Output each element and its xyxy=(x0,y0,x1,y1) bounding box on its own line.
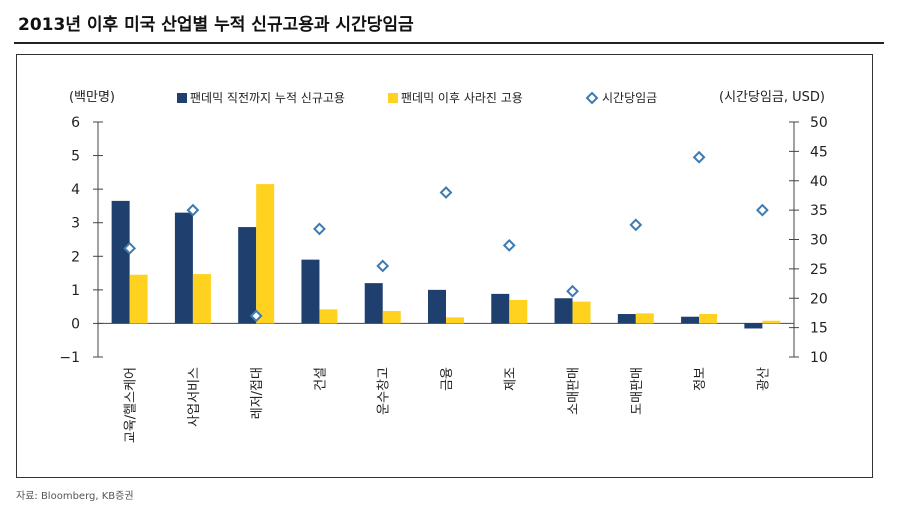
right-tick-label: 40 xyxy=(810,174,828,190)
bar-series1 xyxy=(301,259,320,324)
bar-series1 xyxy=(174,212,193,324)
category-label: 소매판매 xyxy=(567,367,582,415)
left-axis-label: (백만명) xyxy=(69,90,115,105)
legend-swatch-series1 xyxy=(177,93,187,103)
category-label: 교육/헬스케어 xyxy=(124,367,139,443)
wage-marker xyxy=(313,222,326,236)
legend-diamond-icon xyxy=(585,91,599,105)
bar-series1 xyxy=(238,227,257,324)
category-label: 금융 xyxy=(440,367,455,391)
wage-marker xyxy=(692,150,706,164)
bar-series2 xyxy=(319,309,338,324)
bar-series2 xyxy=(635,313,654,324)
category-label: 광산 xyxy=(756,367,771,391)
right-tick-label: 35 xyxy=(810,203,828,219)
wage-marker xyxy=(755,203,769,217)
bar-series2 xyxy=(382,311,401,324)
right-tick-label: 50 xyxy=(810,115,828,131)
legend-label-series2: 팬데믹 이후 사라진 고용 xyxy=(401,91,523,105)
wage-marker xyxy=(376,259,390,273)
legend: 팬데믹 직전까지 누적 신규고용 팬데믹 이후 사라진 고용 시간당임금 xyxy=(177,91,657,105)
right-tick-label: 20 xyxy=(810,291,828,307)
right-tick-label: 30 xyxy=(810,233,828,249)
bar-series2 xyxy=(256,184,275,324)
bar-series1 xyxy=(744,323,763,329)
right-tick-label: 45 xyxy=(810,144,828,160)
wage-marker xyxy=(249,309,263,323)
category-label: 운수창고 xyxy=(377,367,392,415)
bar-series1 xyxy=(428,289,446,324)
left-tick-label: 3 xyxy=(71,216,80,232)
right-axis-label: (시간당임금, USD) xyxy=(719,90,825,105)
category-label: 제조 xyxy=(503,367,518,391)
left-tick-label: 4 xyxy=(71,182,80,198)
wage-markers xyxy=(123,150,769,323)
wage-marker xyxy=(629,218,643,232)
bar-series1 xyxy=(491,293,510,324)
wage-marker xyxy=(123,241,137,255)
title-rule xyxy=(14,42,884,44)
category-label: 사업서비스 xyxy=(187,367,202,427)
chart-frame xyxy=(16,54,873,478)
left-tick-label: 5 xyxy=(71,149,80,165)
right-tick-label: 25 xyxy=(810,262,828,278)
bar-series1 xyxy=(617,314,636,324)
right-tick-label: 15 xyxy=(810,321,828,337)
category-labels: 교육/헬스케어 사업서비스 레저/접대 건설 운수창고 금융 제조 소매판매 도매판매 정보 광산 xyxy=(124,367,772,443)
wage-marker xyxy=(439,186,453,199)
bars xyxy=(111,184,781,329)
category-label: 건설 xyxy=(313,367,328,391)
bar-series2 xyxy=(446,317,464,324)
bar-series1 xyxy=(111,200,130,324)
bar-series2 xyxy=(509,299,528,324)
legend-label-series1: 팬데믹 직전까지 누적 신규고용 xyxy=(190,91,345,105)
category-label: 도매판매 xyxy=(630,367,645,415)
wage-marker xyxy=(566,284,579,298)
wage-marker xyxy=(186,203,200,217)
category-label: 정보 xyxy=(693,367,708,391)
bar-series2 xyxy=(192,274,211,324)
source-note: 자료: Bloomberg, KB증권 xyxy=(16,491,134,502)
legend-label-series3: 시간당임금 xyxy=(602,91,657,105)
bar-series1 xyxy=(364,283,383,324)
bar-series2 xyxy=(572,301,591,324)
left-tick-label: 6 xyxy=(71,115,80,131)
left-tick-label: 2 xyxy=(71,249,80,265)
page-title: 2013년 이후 미국 산업별 누적 신규고용과 시간당임금 xyxy=(18,15,414,35)
left-tick-label: −1 xyxy=(59,350,80,366)
bar-series1 xyxy=(681,316,700,324)
bar-series2 xyxy=(129,274,148,324)
bar-series2 xyxy=(699,314,718,324)
bar-series1 xyxy=(554,298,573,324)
right-tick-label: 10 xyxy=(810,350,828,366)
left-tick-label: 0 xyxy=(71,316,80,332)
wage-marker xyxy=(502,238,516,252)
category-label: 레저/접대 xyxy=(250,367,265,419)
left-tick-label: 1 xyxy=(71,283,80,299)
bar-series2 xyxy=(762,320,781,324)
legend-swatch-series2 xyxy=(388,93,398,103)
